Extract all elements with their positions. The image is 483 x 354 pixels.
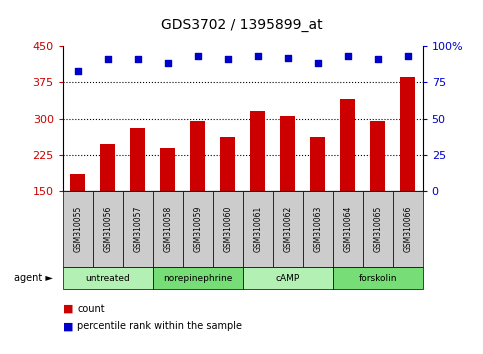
Bar	[340, 99, 355, 191]
Bar	[280, 116, 295, 191]
Point	[194, 53, 201, 59]
Point	[374, 56, 382, 62]
Bar	[400, 78, 415, 191]
Bar	[100, 144, 115, 191]
Text: GSM310065: GSM310065	[373, 206, 382, 252]
Bar	[220, 137, 235, 191]
Text: GSM310062: GSM310062	[283, 206, 292, 252]
Point	[164, 61, 171, 66]
Text: ■: ■	[63, 304, 73, 314]
Text: untreated: untreated	[85, 274, 130, 283]
Point	[224, 56, 231, 62]
Text: GSM310056: GSM310056	[103, 206, 112, 252]
Text: cAMP: cAMP	[276, 274, 300, 283]
Point	[314, 61, 322, 66]
Text: GSM310055: GSM310055	[73, 206, 82, 252]
Point	[104, 56, 112, 62]
Text: agent ►: agent ►	[14, 273, 53, 283]
Text: GDS3702 / 1395899_at: GDS3702 / 1395899_at	[161, 18, 322, 32]
Text: GSM310058: GSM310058	[163, 206, 172, 252]
Point	[74, 68, 82, 74]
Text: GSM310057: GSM310057	[133, 206, 142, 252]
Point	[404, 53, 412, 59]
Bar	[71, 174, 85, 191]
Point	[344, 53, 352, 59]
Bar	[130, 128, 145, 191]
Text: GSM310061: GSM310061	[253, 206, 262, 252]
Bar	[160, 148, 175, 191]
Bar	[250, 111, 265, 191]
Text: GSM310064: GSM310064	[343, 206, 352, 252]
Bar	[370, 121, 385, 191]
Text: GSM310066: GSM310066	[403, 206, 412, 252]
Point	[134, 56, 142, 62]
Text: count: count	[77, 304, 105, 314]
Bar	[310, 137, 325, 191]
Text: GSM310063: GSM310063	[313, 206, 322, 252]
Point	[284, 55, 292, 61]
Text: percentile rank within the sample: percentile rank within the sample	[77, 321, 242, 331]
Text: ■: ■	[63, 321, 73, 331]
Point	[254, 53, 262, 59]
Text: GSM310059: GSM310059	[193, 206, 202, 252]
Bar	[190, 121, 205, 191]
Text: norepinephrine: norepinephrine	[163, 274, 232, 283]
Text: GSM310060: GSM310060	[223, 206, 232, 252]
Text: forskolin: forskolin	[358, 274, 397, 283]
